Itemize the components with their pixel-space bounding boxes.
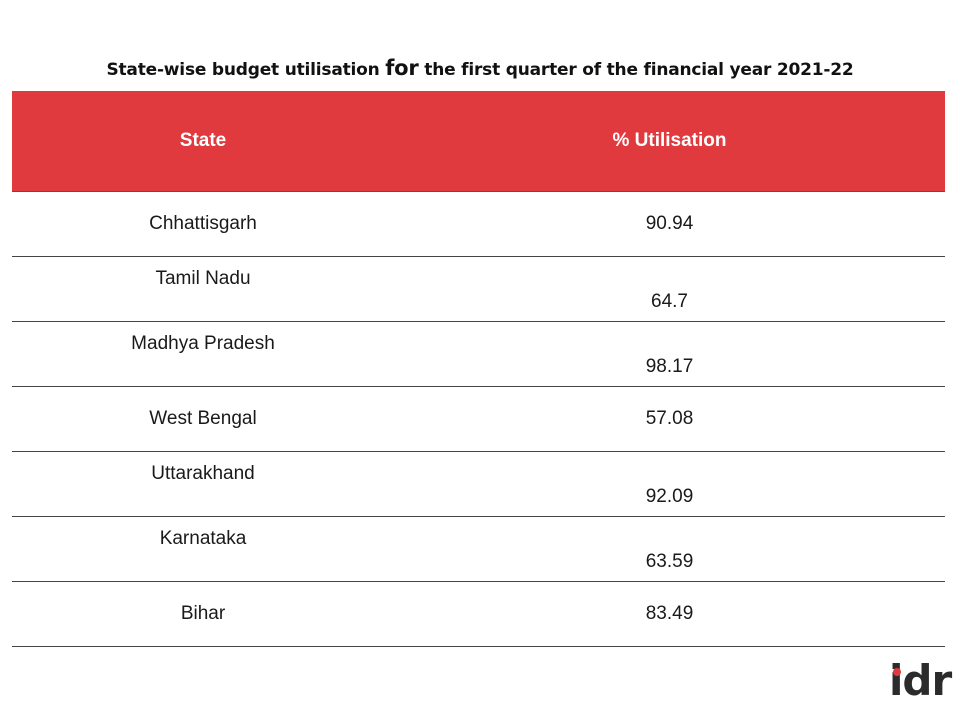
column-header-state: State [179, 130, 227, 151]
title-part-2: for [385, 56, 419, 80]
utilisation-cell: 63.59 [645, 551, 694, 572]
utilisation-cell: 98.17 [645, 356, 694, 377]
state-cell: Bihar [180, 603, 226, 624]
table-row: Bihar 83.49 [12, 582, 945, 647]
state-cell: Chhattisgarh [149, 213, 257, 234]
idr-logo: idr [889, 660, 952, 702]
logo-dot [893, 668, 901, 676]
utilisation-cell: 57.08 [645, 408, 694, 429]
table-row: Madhya Pradesh 98.17 [12, 322, 945, 387]
title-part-1: State-wise budget utilisation [106, 60, 386, 80]
title-part-3: the first quarter of the financial year … [418, 60, 854, 80]
table-row: Uttarakhand 92.09 [12, 452, 945, 517]
utilisation-cell: 90.94 [645, 213, 694, 234]
table-row: Karnataka 63.59 [12, 517, 945, 582]
state-cell: Karnataka [159, 528, 247, 549]
utilisation-cell: 64.7 [651, 291, 688, 312]
utilisation-table: State % Utilisation Chhattisgarh 90.94 Tam… [12, 91, 945, 647]
table-row: Tamil Nadu 64.7 [12, 257, 945, 322]
state-cell: Madhya Pradesh [131, 333, 275, 354]
utilisation-cell: 92.09 [645, 486, 694, 507]
state-cell: Uttarakhand [151, 463, 255, 484]
chart-title: State-wise budget utilisation for the fi… [0, 56, 960, 80]
table-header-row: State % Utilisation [12, 91, 945, 192]
logo-text: idr [889, 656, 952, 705]
utilisation-cell: 83.49 [645, 603, 694, 624]
column-header-utilisation: % Utilisation [612, 130, 727, 151]
state-cell: Tamil Nadu [155, 268, 251, 289]
table-body: Chhattisgarh 90.94 Tamil Nadu 64.7 Madhya Pr… [12, 192, 945, 647]
table-row: West Bengal 57.08 [12, 387, 945, 452]
state-cell: West Bengal [149, 408, 257, 429]
table-row: Chhattisgarh 90.94 [12, 192, 945, 257]
